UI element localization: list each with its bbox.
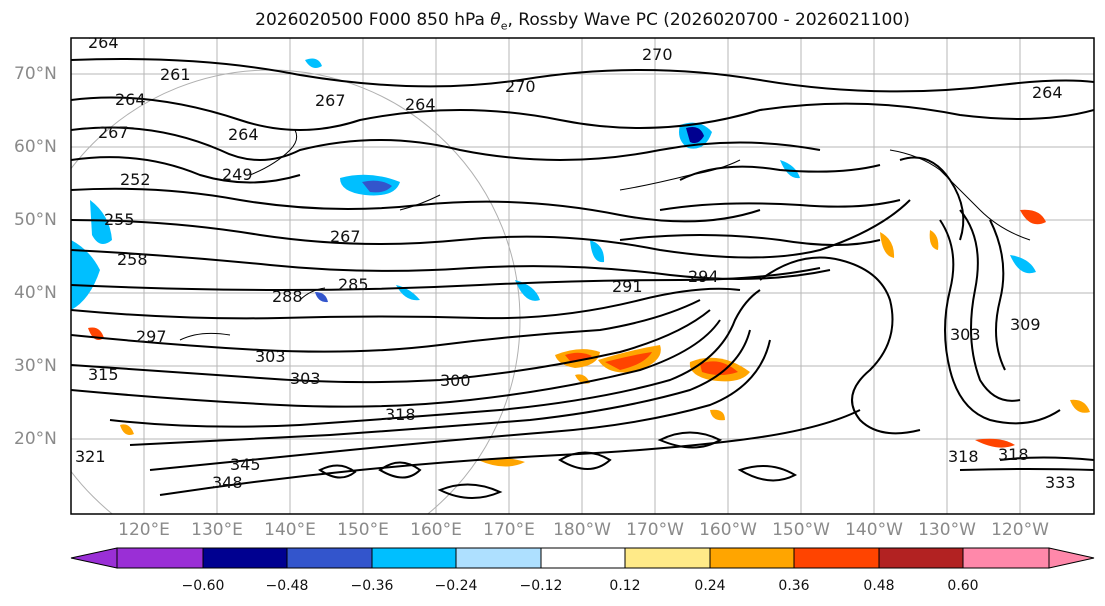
contour-label: 345 [230,455,261,474]
contour-label: 270 [505,77,536,96]
lon-label: 150°W [772,520,830,540]
lat-label: 20°N [14,429,57,449]
coastlines [179,129,1031,341]
contour-label: 285 [338,275,369,294]
contour-label: 264 [115,90,146,109]
lat-label: 40°N [14,283,57,303]
colorbar-tick-label: −0.12 [519,578,563,594]
contour-label: 288 [272,287,303,306]
contour-label: 294 [688,267,719,286]
contour-label: 264 [88,33,119,52]
lon-label: 160°E [410,520,462,540]
contour-label: 303 [255,347,286,366]
colorbar-tick-label: 0.60 [947,578,979,594]
colorbar-segment [286,547,373,569]
contour-label: 300 [440,371,471,390]
lat-label: 50°N [14,210,57,230]
lat-label: 70°N [14,64,57,84]
contour-label: 318 [948,447,979,466]
graticule [71,38,1094,514]
colorbar-tick-label: 0.48 [863,578,895,594]
lon-label: 180°W [553,520,611,540]
colorbar-segment [624,547,711,569]
contour-label: 252 [120,170,151,189]
contour-label: 270 [642,45,673,64]
anomaly-patches [71,58,1090,467]
map-frame [70,37,1095,515]
colorbar-tick-label: 0.24 [694,578,726,594]
colorbar-tick-label: −0.36 [350,578,394,594]
contour-label: 309 [1010,315,1041,334]
contour-label: 297 [136,327,167,346]
colorbar-tick-label: 0.36 [778,578,810,594]
lon-label: 170°E [483,520,535,540]
colorbar-segment [793,547,880,569]
contour-label: 315 [88,365,119,384]
colorbar-tick-label: 0.12 [609,578,641,594]
colorbar-segment [962,547,1050,569]
colorbar-segment [371,547,457,569]
contour-label: 249 [222,165,253,184]
lon-label: 140°W [845,520,903,540]
colorbar-high-extend [1048,547,1095,569]
contour-label: 267 [315,91,346,110]
lon-label: 120°E [118,520,170,540]
lon-label: 140°E [264,520,316,540]
colorbar-segment [709,547,795,569]
contour-label: 321 [75,447,106,466]
lon-label: 160°W [699,520,757,540]
colorbar-tick-label: −0.60 [181,578,225,594]
contour-label: 333 [1045,473,1076,492]
lon-label: 130°W [918,520,976,540]
contour-label: 267 [98,123,129,142]
colorbar-tick-label: −0.48 [265,578,309,594]
contour-label: 264 [1032,83,1063,102]
contour-label: 303 [290,369,321,388]
contour-label: 258 [117,250,148,269]
contour-label: 348 [212,473,243,492]
map-title: 2026020500 F000 850 hPa θe, Rossby Wave … [255,10,910,33]
lon-label: 120°W [991,520,1049,540]
contour-labels: 264 261 264 267 264 267 270 270 264 252 … [75,33,1076,492]
lat-label: 60°N [14,137,57,157]
colorbar-segment [455,547,542,569]
contour-label: 318 [385,405,416,424]
contour-label: 264 [405,95,436,114]
lon-label: 130°E [191,520,243,540]
contour-label: 291 [612,277,643,296]
colorbar-low-extend [70,547,118,569]
colorbar [70,547,1095,569]
contour-label: 267 [330,227,361,246]
contour-label: 264 [228,125,259,144]
contour-label: 261 [160,65,191,84]
lon-label: 150°E [337,520,389,540]
lat-label: 30°N [14,356,57,376]
contour-label: 303 [950,325,981,344]
colorbar-segment [202,547,288,569]
lon-label: 170°W [626,520,684,540]
contour-label: 318 [998,445,1029,464]
contour-label: 255 [104,210,135,229]
colorbar-segment [116,547,204,569]
colorbar-segment [878,547,964,569]
colorbar-segment [540,547,626,569]
colorbar-tick-label: −0.24 [434,578,478,594]
